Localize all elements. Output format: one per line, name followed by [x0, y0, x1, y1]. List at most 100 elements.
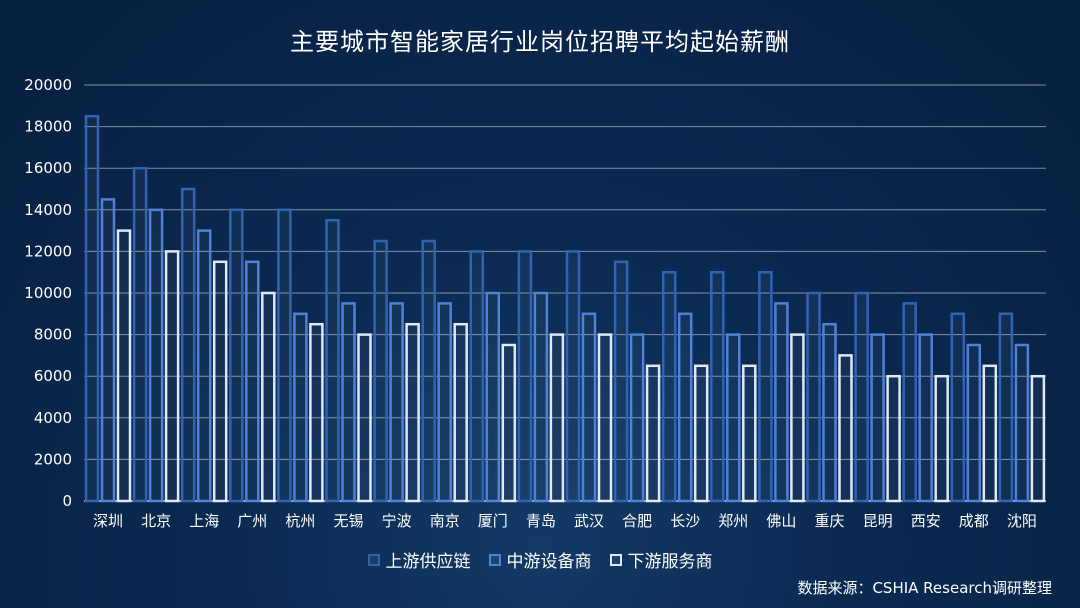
y-tick-label: 0	[62, 492, 72, 510]
x-category-label: 昆明	[863, 512, 893, 530]
legend-item-downstream: 下游服务商	[609, 547, 713, 572]
x-category-label: 上海	[189, 512, 219, 530]
bar-9-1	[533, 291, 549, 503]
x-category-label: 郑州	[718, 512, 748, 530]
chart-title: 主要城市智能家居行业岗位招聘平均起始薪酬	[290, 28, 790, 56]
bar-2-2	[212, 260, 228, 503]
bar-7-2	[453, 322, 468, 503]
bar-1-2	[164, 250, 180, 503]
bar-14-2	[790, 333, 805, 503]
x-category-label: 杭州	[285, 512, 315, 530]
legend-item-upstream: 上游供应链	[367, 547, 471, 572]
bar-7-1	[437, 302, 452, 503]
bar-10-1	[581, 312, 597, 503]
bar-2-0	[180, 187, 196, 503]
x-category-label: 重庆	[814, 512, 844, 530]
bar-2-1	[196, 229, 212, 503]
bar-11-0	[613, 260, 629, 503]
x-category-label: 成都	[959, 512, 989, 530]
y-tick-label: 8000	[34, 326, 72, 344]
x-category-label: 广州	[237, 512, 267, 530]
legend-label-upstream: 上游供应链	[385, 552, 471, 572]
y-tick-label: 16000	[24, 159, 72, 177]
bar-18-2	[982, 364, 998, 503]
y-tick-label: 14000	[24, 201, 72, 219]
bar-8-1	[485, 291, 501, 503]
x-category-label: 南京	[430, 512, 460, 530]
legend-swatch-upstream	[367, 553, 380, 566]
bar-16-1	[870, 333, 885, 503]
data-source-note: 数据来源：CSHIA Research调研整理	[797, 579, 1052, 597]
legend: 上游供应链 中游设备商 下游服务商	[0, 547, 1080, 572]
bar-1-0	[132, 166, 148, 503]
bar-6-0	[373, 239, 388, 503]
bar-4-2	[309, 322, 324, 503]
bar-7-0	[421, 239, 436, 503]
bar-19-1	[1014, 343, 1030, 503]
bar-8-0	[469, 250, 485, 503]
bar-18-0	[950, 312, 966, 503]
bar-12-2	[693, 364, 709, 503]
bar-15-1	[822, 322, 837, 503]
bar-16-0	[854, 291, 869, 503]
y-tick-label: 18000	[24, 118, 72, 136]
bar-17-1	[918, 333, 933, 503]
y-axis-ticks: 2000018000160001400012000100008000600040…	[24, 76, 72, 510]
bar-0-2	[116, 229, 132, 503]
bar-3-1	[245, 260, 260, 503]
x-category-label: 北京	[141, 512, 171, 530]
bar-9-0	[517, 250, 533, 503]
x-category-label: 宁波	[382, 512, 412, 530]
legend-swatch-midstream	[488, 553, 501, 566]
bar-5-0	[325, 218, 340, 503]
bar-14-1	[774, 302, 789, 503]
bar-17-2	[934, 374, 949, 503]
bar-13-1	[726, 333, 741, 503]
y-tick-label: 10000	[24, 284, 72, 302]
y-tick-label: 20000	[24, 76, 72, 94]
x-category-label: 合肥	[622, 512, 652, 530]
legend-swatch-downstream	[609, 553, 622, 566]
bar-4-1	[293, 312, 308, 503]
x-category-label: 武汉	[574, 512, 604, 530]
bar-6-2	[405, 322, 420, 503]
bar-6-1	[389, 302, 404, 503]
bar-12-0	[661, 270, 677, 503]
bar-0-0	[84, 114, 100, 503]
x-axis-categories: 深圳 北京 上海 广州 杭州 无锡 宁波 南京 厦门 青岛 武汉 合肥 长沙 郑州 佛山 重庆 昆明 西安 成都 沈阳	[93, 512, 1037, 530]
bar-13-0	[710, 270, 725, 503]
bar-19-0	[998, 312, 1014, 503]
bar-19-2	[1030, 374, 1046, 503]
bar-9-2	[549, 333, 565, 503]
x-category-label: 沈阳	[1007, 512, 1037, 530]
bar-11-2	[645, 364, 661, 503]
grid-lines	[84, 84, 1046, 502]
legend-label-downstream: 下游服务商	[627, 552, 713, 572]
y-tick-label: 4000	[34, 409, 72, 427]
bars	[84, 114, 1046, 503]
x-category-label: 深圳	[93, 512, 123, 530]
legend-item-midstream: 中游设备商	[488, 547, 592, 572]
bar-4-0	[277, 208, 292, 503]
bar-5-1	[341, 302, 356, 503]
bar-8-2	[501, 343, 517, 503]
y-tick-label: 6000	[34, 367, 72, 385]
bar-1-1	[148, 208, 164, 503]
bar-11-1	[629, 333, 645, 503]
bar-5-2	[357, 333, 372, 503]
y-tick-label: 2000	[34, 450, 72, 468]
bar-10-0	[565, 250, 581, 503]
bar-18-1	[966, 343, 982, 503]
bar-15-2	[838, 354, 853, 503]
y-tick-label: 12000	[24, 242, 72, 260]
bar-12-1	[677, 312, 693, 503]
x-category-label: 厦门	[478, 512, 508, 530]
bar-16-2	[886, 374, 901, 503]
bar-14-0	[758, 270, 773, 503]
bar-3-2	[261, 291, 276, 503]
bar-17-0	[902, 302, 917, 503]
bar-15-0	[806, 291, 821, 503]
legend-label-midstream: 中游设备商	[506, 552, 592, 572]
x-category-label: 长沙	[670, 512, 700, 530]
